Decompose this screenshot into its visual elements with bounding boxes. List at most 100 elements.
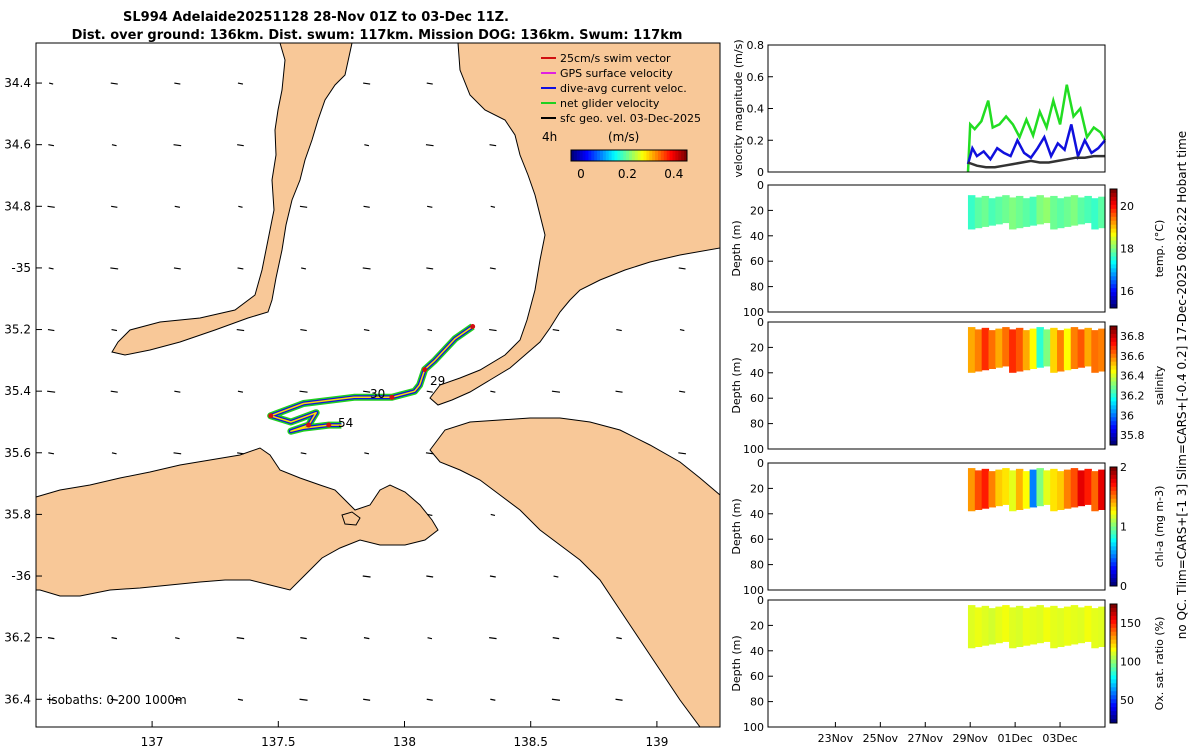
geo-vector	[363, 328, 370, 332]
chlorophyll-cell	[995, 469, 1003, 507]
geo-vector	[47, 390, 56, 393]
chlorophyll-colorbar-cell	[1110, 490, 1117, 496]
geo-vector	[678, 267, 686, 270]
temperature-colorbar-cell	[1110, 304, 1117, 309]
colorbar-cell	[579, 150, 584, 161]
geo-vector	[173, 452, 182, 455]
geo-vector	[110, 82, 118, 85]
geo-vector	[426, 267, 434, 270]
chlorophyll-colorbar-cell	[1110, 518, 1117, 524]
oxygen-cell	[974, 607, 983, 647]
map-x-tick-label: 138	[393, 735, 416, 749]
chlorophyll-colorbar-cell	[1110, 574, 1117, 579]
temperature-cell	[1070, 195, 1079, 226]
oxygen-colorbar-cell	[1110, 715, 1117, 720]
temperature-cell	[995, 196, 1003, 225]
salinity-colorbar-cell	[1110, 349, 1117, 355]
temperature-y-tick-label: 60	[750, 255, 764, 268]
oxygen-colorbar-cell	[1110, 639, 1117, 645]
oxygen-colorbar-cell	[1110, 627, 1117, 633]
chlorophyll-colorbar-cell	[1110, 562, 1117, 567]
chlorophyll-cell	[967, 468, 976, 512]
temperature-cell	[1022, 198, 1031, 227]
temperature-colorbar-cell	[1110, 260, 1117, 265]
velocity-series	[967, 154, 1105, 169]
temperature-colorbar-cell	[1110, 200, 1117, 206]
salinity-frame	[767, 321, 1106, 450]
salinity-cell	[1091, 330, 1099, 373]
small-island-land	[341, 511, 361, 526]
salinity-cell	[1043, 329, 1051, 367]
colorbar-cell	[684, 150, 688, 161]
colorbar-cell	[629, 150, 633, 161]
oxygen-colorbar-cell	[1110, 619, 1117, 625]
salinity-colorbar-tick: 36.2	[1120, 389, 1145, 402]
track-label-30: 30	[370, 387, 385, 401]
colorbar-cell	[669, 150, 673, 161]
colorbar-cell	[681, 150, 685, 161]
oxygen-y-tick-label: 40	[750, 645, 764, 658]
oxygen-cell	[1050, 605, 1058, 649]
geo-vector	[173, 144, 182, 147]
map-y-tick-label: 35.4	[4, 384, 31, 398]
chlorophyll-cell	[1002, 468, 1010, 505]
velocity-series	[966, 84, 1107, 173]
salinity-colorbar-cell	[1110, 385, 1117, 390]
salinity-y-tick-label: 0	[757, 316, 764, 329]
chlorophyll-cell	[1057, 471, 1065, 510]
chlorophyll-y-tick-label: 20	[750, 482, 764, 495]
temperature-colorbar-frame	[1109, 188, 1118, 309]
salinity-cell	[981, 327, 990, 371]
oxygen-colorbar-cell	[1110, 623, 1117, 629]
oxygen-colorbar-cell	[1110, 703, 1117, 708]
title-line-1: SL994 Adelaide20251128 28-Nov 01Z to 03-…	[123, 10, 509, 25]
chlorophyll-cell	[1070, 468, 1079, 508]
colorbar-tick: 0.4	[664, 167, 683, 181]
temperature-colorbar-cell	[1110, 276, 1117, 281]
map-y-tick-label: 35.6	[4, 446, 31, 460]
geo-vector	[616, 637, 622, 640]
geo-vector	[363, 205, 370, 208]
temperature-colorbar-cell	[1110, 220, 1117, 226]
oxygen-colorbar-cell	[1110, 663, 1117, 668]
geo-vector	[238, 205, 243, 208]
colorbar-cell	[594, 150, 598, 161]
legend-entry: 25cm/s swim vector	[560, 52, 671, 65]
chlorophyll-cell	[1009, 470, 1017, 512]
colorbar-cell	[605, 150, 610, 161]
chlorophyll-colorbar-cell	[1110, 538, 1117, 543]
salinity-y-tick-label: 40	[750, 367, 764, 380]
chlorophyll-colorbar-cell	[1110, 494, 1117, 500]
chlorophyll-colorbar-cell	[1110, 578, 1117, 583]
temperature-cell	[1002, 195, 1010, 224]
colorbar-cell	[582, 150, 586, 161]
velocity-series	[966, 124, 1106, 165]
geo-vector	[47, 698, 56, 701]
salinity-colorbar-cell	[1110, 381, 1117, 386]
chlorophyll-colorbar-cell	[1110, 486, 1117, 492]
salinity-y-tick-label: 60	[750, 392, 764, 405]
temperature-panel: 0 20 40 60 80 100 Depth (m) 16 18 20 temp. (°C)	[730, 179, 1166, 319]
oxygen-cell	[1009, 607, 1017, 649]
chlorophyll-colorbar-cell	[1110, 498, 1117, 504]
temperature-colorbar-cell	[1110, 272, 1117, 277]
geo-vector	[111, 328, 118, 332]
geo-vector	[490, 205, 496, 208]
map-colorbar: 0 0.2 0.4	[570, 149, 688, 181]
salinity-cell	[1077, 329, 1086, 368]
time-tick-label: 29Nov	[952, 732, 988, 745]
temperature-colorbar-cell	[1110, 189, 1117, 194]
time-tick-label: 23Nov	[818, 732, 854, 745]
chlorophyll-cell	[1015, 468, 1024, 510]
geo-vector	[237, 390, 244, 393]
salinity-colorbar-cell	[1110, 393, 1117, 398]
temperature-colorbar-tick: 18	[1120, 243, 1134, 256]
oxygen-colorbar-cell	[1110, 683, 1117, 688]
geo-vector	[174, 698, 181, 701]
chlorophyll-colorbar-cell	[1110, 522, 1117, 527]
colorbar-cell	[678, 150, 682, 161]
geo-vector	[111, 452, 117, 455]
oxygen-y-tick-label: 20	[750, 619, 764, 632]
